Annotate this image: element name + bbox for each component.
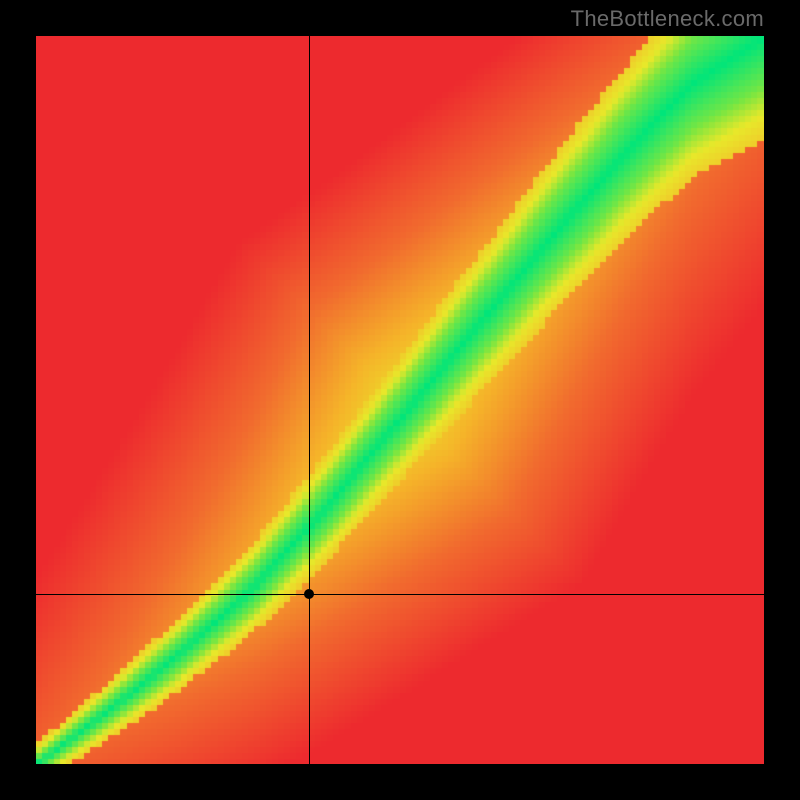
bottleneck-heatmap bbox=[36, 36, 764, 764]
plot-area bbox=[36, 36, 764, 764]
watermark-text: TheBottleneck.com bbox=[571, 6, 764, 32]
crosshair-horizontal bbox=[36, 594, 764, 595]
crosshair-vertical bbox=[309, 36, 310, 764]
chart-container: TheBottleneck.com bbox=[0, 0, 800, 800]
crosshair-point bbox=[304, 589, 314, 599]
